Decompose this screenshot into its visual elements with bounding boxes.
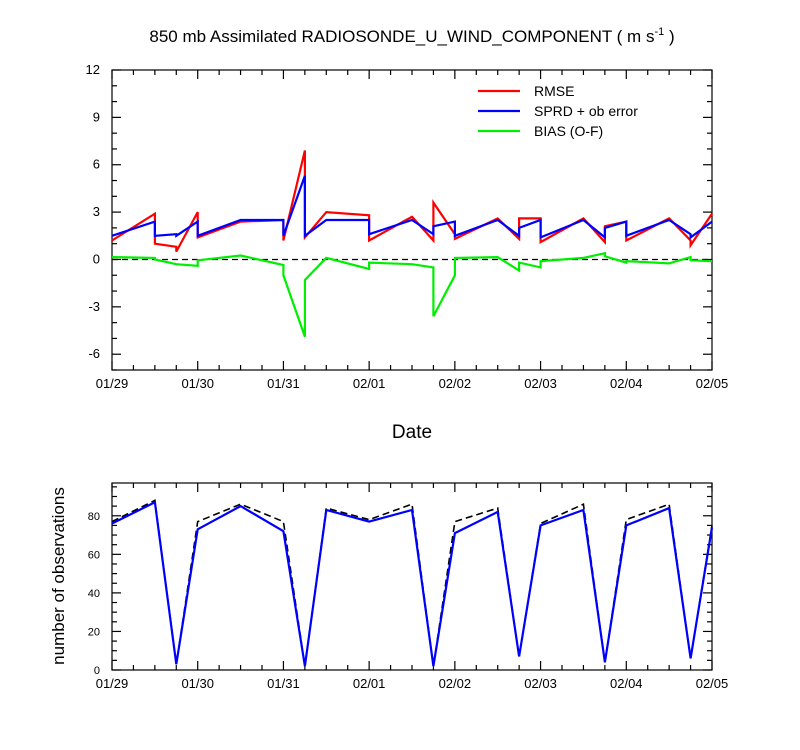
bottom-x-tick-label: 02/03: [524, 676, 557, 691]
top-chart-title: 850 mb Assimilated RADIOSONDE_U_WIND_COM…: [149, 26, 674, 46]
bottom-y-tick-label: 60: [88, 549, 100, 561]
top-x-tick-label: 02/01: [353, 376, 386, 391]
top-x-tick-label: 02/03: [524, 376, 557, 391]
top-y-tick-label: 12: [86, 62, 100, 77]
bottom-x-tick-label: 02/04: [610, 676, 643, 691]
top-y-tick-label: 6: [93, 157, 100, 172]
top-y-tick-label: -6: [88, 346, 100, 361]
top-chart-title-suffix: ): [664, 27, 674, 46]
bottom-y-tick-label: 80: [88, 511, 100, 523]
bottom-x-tick-label: 01/30: [181, 676, 214, 691]
top-y-tick-label: 3: [93, 204, 100, 219]
top-x-tick-label: 02/04: [610, 376, 643, 391]
top-x-tick-label: 01/29: [96, 376, 129, 391]
top-y-tick-label: 9: [93, 109, 100, 124]
bottom-chart: 01/29 01/30 01/31 02/01 02/02 02/03 02/04 02/05…: [88, 482, 729, 691]
bottom-y-tick-label: 0: [94, 665, 100, 677]
top-x-tick-label: 02/05: [696, 376, 729, 391]
top-series-line-rmse: [111, 150, 713, 253]
bottom-x-tick-label: 01/29: [96, 676, 129, 691]
top-legend-label: RMSE: [534, 83, 574, 99]
bottom-series-line-assimilated: [111, 500, 714, 667]
top-series-line-sprd-ob-error: [111, 175, 713, 240]
bottom-x-tick-label: 02/02: [439, 676, 472, 691]
bottom-x-tick-label: 02/01: [353, 676, 386, 691]
top-chart-title-main: 850 mb Assimilated RADIOSONDE_U_WIND_COM…: [149, 27, 654, 46]
top-x-tick-label: 01/30: [181, 376, 214, 391]
top-y-tick-label: 0: [93, 251, 100, 266]
top-legend-label: BIAS (O-F): [534, 123, 603, 139]
bottom-x-tick-label: 02/05: [696, 676, 729, 691]
bottom-y-tick-label: 40: [88, 588, 100, 600]
top-chart-xlabel: Date: [392, 422, 432, 443]
top-series-line-bias-o-f: [111, 251, 713, 338]
bottom-series-line-possible: [111, 499, 713, 667]
bottom-x-tick-label: 01/31: [267, 676, 300, 691]
top-legend-label: SPRD + ob error: [534, 103, 638, 119]
top-y-tick-label: -3: [88, 299, 100, 314]
top-x-tick-label: 02/02: [439, 376, 472, 391]
top-x-tick-label: 01/31: [267, 376, 300, 391]
top-chart-title-superscript: -1: [654, 26, 664, 38]
top-chart: 01/29 01/30 01/31 02/01 02/02 02/03 02/04 02/05…: [86, 62, 729, 391]
bottom-y-tick-label: 20: [88, 626, 100, 638]
bottom-chart-ylabel: number of observations: [49, 487, 68, 665]
